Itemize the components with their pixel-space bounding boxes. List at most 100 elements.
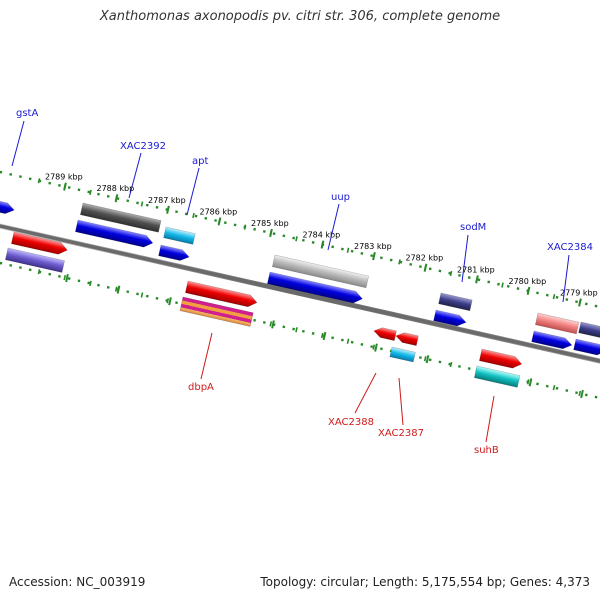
gene-label-xac2387[interactable]: XAC2387 (378, 428, 424, 439)
gene-leader-line (485, 395, 495, 443)
reverse-ruler-minor-tick (63, 274, 67, 281)
gene-feature (80, 202, 162, 233)
ruler-tick-label: 2783 kbp (354, 242, 392, 251)
gene-label-uup[interactable]: uup (331, 192, 350, 203)
gene-feature (5, 247, 65, 273)
gene-glyph (0, 198, 15, 214)
gene-label-suhb[interactable]: suhB (474, 445, 499, 456)
reverse-ruler-minor-tick (423, 356, 427, 362)
ruler-major-tick (271, 320, 275, 329)
forward-ruler-minor-tick (501, 282, 504, 288)
forward-ruler-minor-tick (526, 288, 530, 294)
forward-ruler-minor-tick (269, 230, 273, 236)
forward-ruler-minor-tick (217, 218, 221, 224)
gene-glyph (11, 231, 68, 255)
forward-ruler-minor-tick (243, 224, 247, 230)
gene-feature (75, 219, 154, 248)
reverse-ruler-minor-tick (578, 390, 582, 397)
gene-leader-line (200, 332, 213, 380)
forward-ruler-minor-tick (295, 236, 298, 242)
genome-title: Xanthomonas axonopodis pv. citri str. 30… (99, 9, 501, 24)
ruler-major-tick (65, 273, 69, 283)
forward-ruler-minor-tick (192, 212, 195, 219)
reverse-ruler-minor-tick (269, 321, 273, 327)
gene-label-xac2392[interactable]: XAC2392 (120, 141, 166, 152)
ruler-tick-label: 2779 kbp (560, 289, 598, 298)
gene-feature (395, 332, 419, 346)
gene-glyph (389, 346, 416, 363)
gene-feature (389, 346, 416, 363)
gene-label-xac2384[interactable]: XAC2384 (547, 242, 593, 253)
gene-glyph (75, 219, 154, 248)
forward-ruler-minor-tick (449, 270, 453, 277)
gene-glyph (438, 292, 473, 312)
gene-glyph (573, 338, 600, 356)
gene-feature (185, 280, 258, 308)
ruler-tick-label: 2787 kbp (148, 196, 186, 205)
gene-glyph (535, 312, 580, 335)
reverse-ruler-minor-tick (526, 379, 530, 385)
gene-feature (373, 327, 397, 341)
gene-glyph (474, 365, 521, 388)
reverse-ruler-minor-tick (449, 361, 453, 368)
forward-ruler-minor-tick (166, 207, 170, 213)
reverse-ruler-minor-tick (140, 292, 144, 298)
ruler-major-tick (528, 378, 533, 387)
gene-glyph (267, 271, 363, 304)
gene-label-gsta[interactable]: gstA (16, 108, 38, 119)
reverse-ruler-minor-tick (346, 338, 350, 344)
ruler-tick-label: 2786 kbp (200, 207, 238, 216)
gene-label-xac2388[interactable]: XAC2388 (328, 417, 374, 428)
gene-glyph (80, 202, 162, 233)
gene-leader-line (398, 377, 404, 426)
gene-feature (578, 321, 600, 340)
gene-glyph (185, 280, 258, 308)
accession-text: Accession: NC_003919 (9, 575, 146, 589)
forward-ruler-minor-tick (423, 265, 427, 271)
gene-glyph (479, 348, 523, 369)
gene-feature (158, 244, 190, 261)
gene-leader-line (11, 120, 25, 167)
forward-ruler-minor-tick (37, 178, 41, 184)
reverse-ruler-minor-tick (37, 269, 41, 275)
gene-feature (535, 312, 580, 335)
gene-feature (0, 198, 15, 214)
ruler-major-tick (116, 285, 121, 294)
ruler-tick-label: 2789 kbp (45, 173, 83, 182)
gene-leader-line (186, 167, 200, 216)
forward-ruler-minor-tick (320, 241, 324, 248)
gene-label-apt[interactable]: apt (192, 156, 208, 167)
gene-feature (474, 365, 521, 388)
forward-ruler-minor-tick (578, 299, 582, 306)
gene-leader-line (562, 254, 570, 303)
gene-glyph (531, 330, 573, 350)
gene-label-sodm[interactable]: sodM (460, 222, 486, 233)
gene-leader-line (327, 203, 340, 251)
reverse-ruler-minor-tick (114, 286, 118, 292)
gene-glyph (272, 254, 370, 289)
ruler-tick-label: 2780 kbp (509, 277, 547, 286)
genome-summary-text: Topology: circular; Length: 5,175,554 bp… (260, 575, 590, 589)
forward-ruler-minor-tick (140, 201, 144, 207)
forward-ruler-minor-tick (63, 183, 67, 190)
forward-ruler-minor-tick (552, 294, 556, 300)
reverse-ruler-minor-tick (89, 280, 92, 286)
forward-ruler-minor-tick (475, 276, 479, 282)
gene-glyph (578, 321, 600, 340)
ruler-major-tick (425, 355, 430, 364)
gene-feature (573, 338, 600, 356)
gene-glyph (433, 309, 467, 327)
gene-feature (438, 292, 473, 312)
gene-feature (433, 309, 467, 327)
ruler-tick-label: 2781 kbp (457, 265, 495, 274)
forward-ruler-minor-tick (398, 259, 401, 265)
ruler-major-tick (374, 343, 378, 352)
forward-ruler-minor-tick (346, 247, 350, 253)
gene-leader-line (461, 234, 469, 283)
gene-feature (179, 296, 254, 327)
gene-feature (531, 330, 573, 350)
gene-label-dbpa[interactable]: dbpA (188, 382, 214, 393)
reverse-ruler-minor-tick (320, 332, 324, 339)
gene-feature (267, 271, 363, 304)
